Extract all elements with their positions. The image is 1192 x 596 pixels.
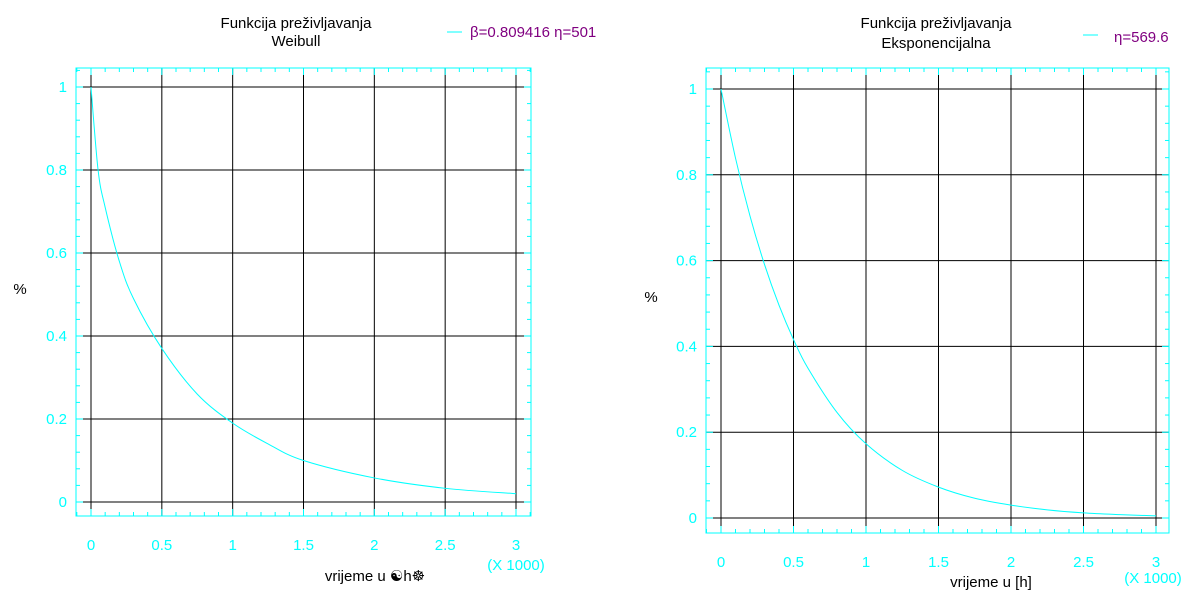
exponential-x-tick-label: 0 [717, 554, 725, 571]
weibull-y-axis-label: % [13, 281, 26, 298]
exponential-x-tick-label: 1 [862, 554, 870, 571]
exponential-plot-area: 0 0.5 1 1.5 2 2.5 3 0 0.2 0.4 0.6 0.8 1 [676, 67, 1170, 571]
exponential-x-tick-label: 0.5 [783, 554, 804, 571]
weibull-x-tick-label: 1 [228, 537, 236, 554]
weibull-x-tick-label: 2 [370, 537, 378, 554]
weibull-plot-area: 0 0.5 1 1.5 2 2.5 3 0 0.2 0.4 0.6 0.8 1 [46, 67, 532, 554]
exponential-y-tick-label: 0 [689, 510, 697, 527]
exponential-y-tick-label: 0.8 [676, 167, 697, 184]
weibull-y-tick-label: 0.6 [46, 245, 67, 262]
weibull-y-tick-label: 1 [59, 79, 67, 96]
exponential-title-line1: Funkcija preživljavanja [861, 15, 1013, 32]
weibull-x-tick-label: 2.5 [435, 537, 456, 554]
weibull-y-tick-label: 0.4 [46, 328, 67, 345]
exponential-x-tick-label: 3 [1152, 554, 1160, 571]
exponential-x-axis-label: vrijeme u [h] [950, 574, 1032, 591]
weibull-x-tick-label: 3 [512, 537, 520, 554]
weibull-legend-label: β=0.809416 η=501 [470, 24, 596, 41]
weibull-x-multiplier: (X 1000) [487, 557, 545, 574]
weibull-chart: Funkcija preživljavanja Weibull β=0.8094… [13, 15, 596, 585]
weibull-y-tick-label: 0.8 [46, 162, 67, 179]
exponential-chart: Funkcija preživljavanja Eksponencijalna … [644, 15, 1181, 591]
weibull-x-tick-label: 1.5 [293, 537, 314, 554]
weibull-x-axis-label: vrijeme u ☯h☸ [325, 568, 425, 585]
exponential-x-multiplier: (X 1000) [1124, 570, 1182, 587]
exponential-y-tick-label: 0.2 [676, 424, 697, 441]
weibull-title-line2: Weibull [272, 33, 321, 50]
weibull-survival-curve [90, 86, 517, 495]
exponential-plot-frame [705, 67, 1170, 534]
exponential-title-line2: Eksponencijalna [881, 35, 991, 52]
weibull-x-tick-label: 0 [87, 537, 95, 554]
exponential-x-tick-label: 1.5 [928, 554, 949, 571]
weibull-y-tick-label: 0.2 [46, 411, 67, 428]
exponential-x-tick-label: 2.5 [1073, 554, 1094, 571]
weibull-x-tick-label: 0.5 [151, 537, 172, 554]
weibull-title-line1: Funkcija preživljavanja [221, 15, 373, 32]
exponential-survival-curve [720, 88, 1157, 517]
exponential-y-tick-label: 0.6 [676, 253, 697, 270]
exponential-y-tick-label: 1 [689, 81, 697, 98]
exponential-y-tick-label: 0.4 [676, 338, 697, 355]
exponential-y-axis-label: % [644, 289, 657, 306]
exponential-x-tick-label: 2 [1007, 554, 1015, 571]
exponential-legend-label: η=569.6 [1114, 29, 1169, 46]
weibull-y-tick-label: 0 [59, 494, 67, 511]
